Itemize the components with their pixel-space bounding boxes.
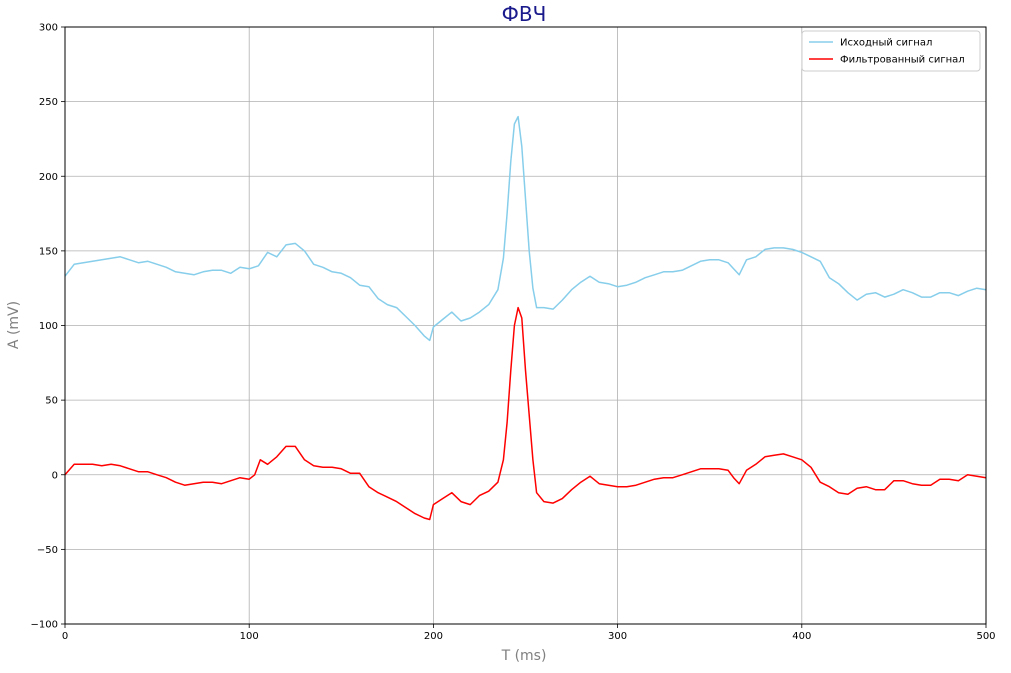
legend-label-original: Исходный сигнал [840,38,932,49]
y-tick-label: 200 [39,172,58,183]
legend: Исходный сигнал Фильтрованный сигнал [801,30,981,72]
series-layer [64,115,987,521]
x-tick-label: 100 [240,631,259,642]
y-tick-label: 100 [39,321,58,332]
x-tick-label: 0 [62,631,68,642]
x-tick-label: 300 [608,631,627,642]
y-tick-label: −50 [37,545,58,556]
ticks: 0 100 200 300 400 500 −100 −50 0 50 100 150 200 250 30… [31,23,996,643]
legend-box [801,30,981,72]
x-axis-label: T (ms) [501,648,547,664]
y-axis-label: A (mV) [6,301,22,349]
x-tick-label: 200 [424,631,443,642]
original-signal-line [64,115,987,342]
y-tick-label: 0 [52,470,58,481]
chart-title: ФВЧ [502,2,547,26]
y-tick-label: 250 [39,97,58,108]
y-tick-label: 300 [39,23,58,34]
legend-label-filtered: Фильтрованный сигнал [840,55,965,66]
y-tick-label: 50 [45,396,58,407]
y-tick-label: −100 [31,620,58,631]
x-tick-label: 500 [976,631,995,642]
y-tick-label: 150 [39,246,58,257]
filtered-signal-line [64,306,987,521]
x-tick-label: 400 [792,631,811,642]
